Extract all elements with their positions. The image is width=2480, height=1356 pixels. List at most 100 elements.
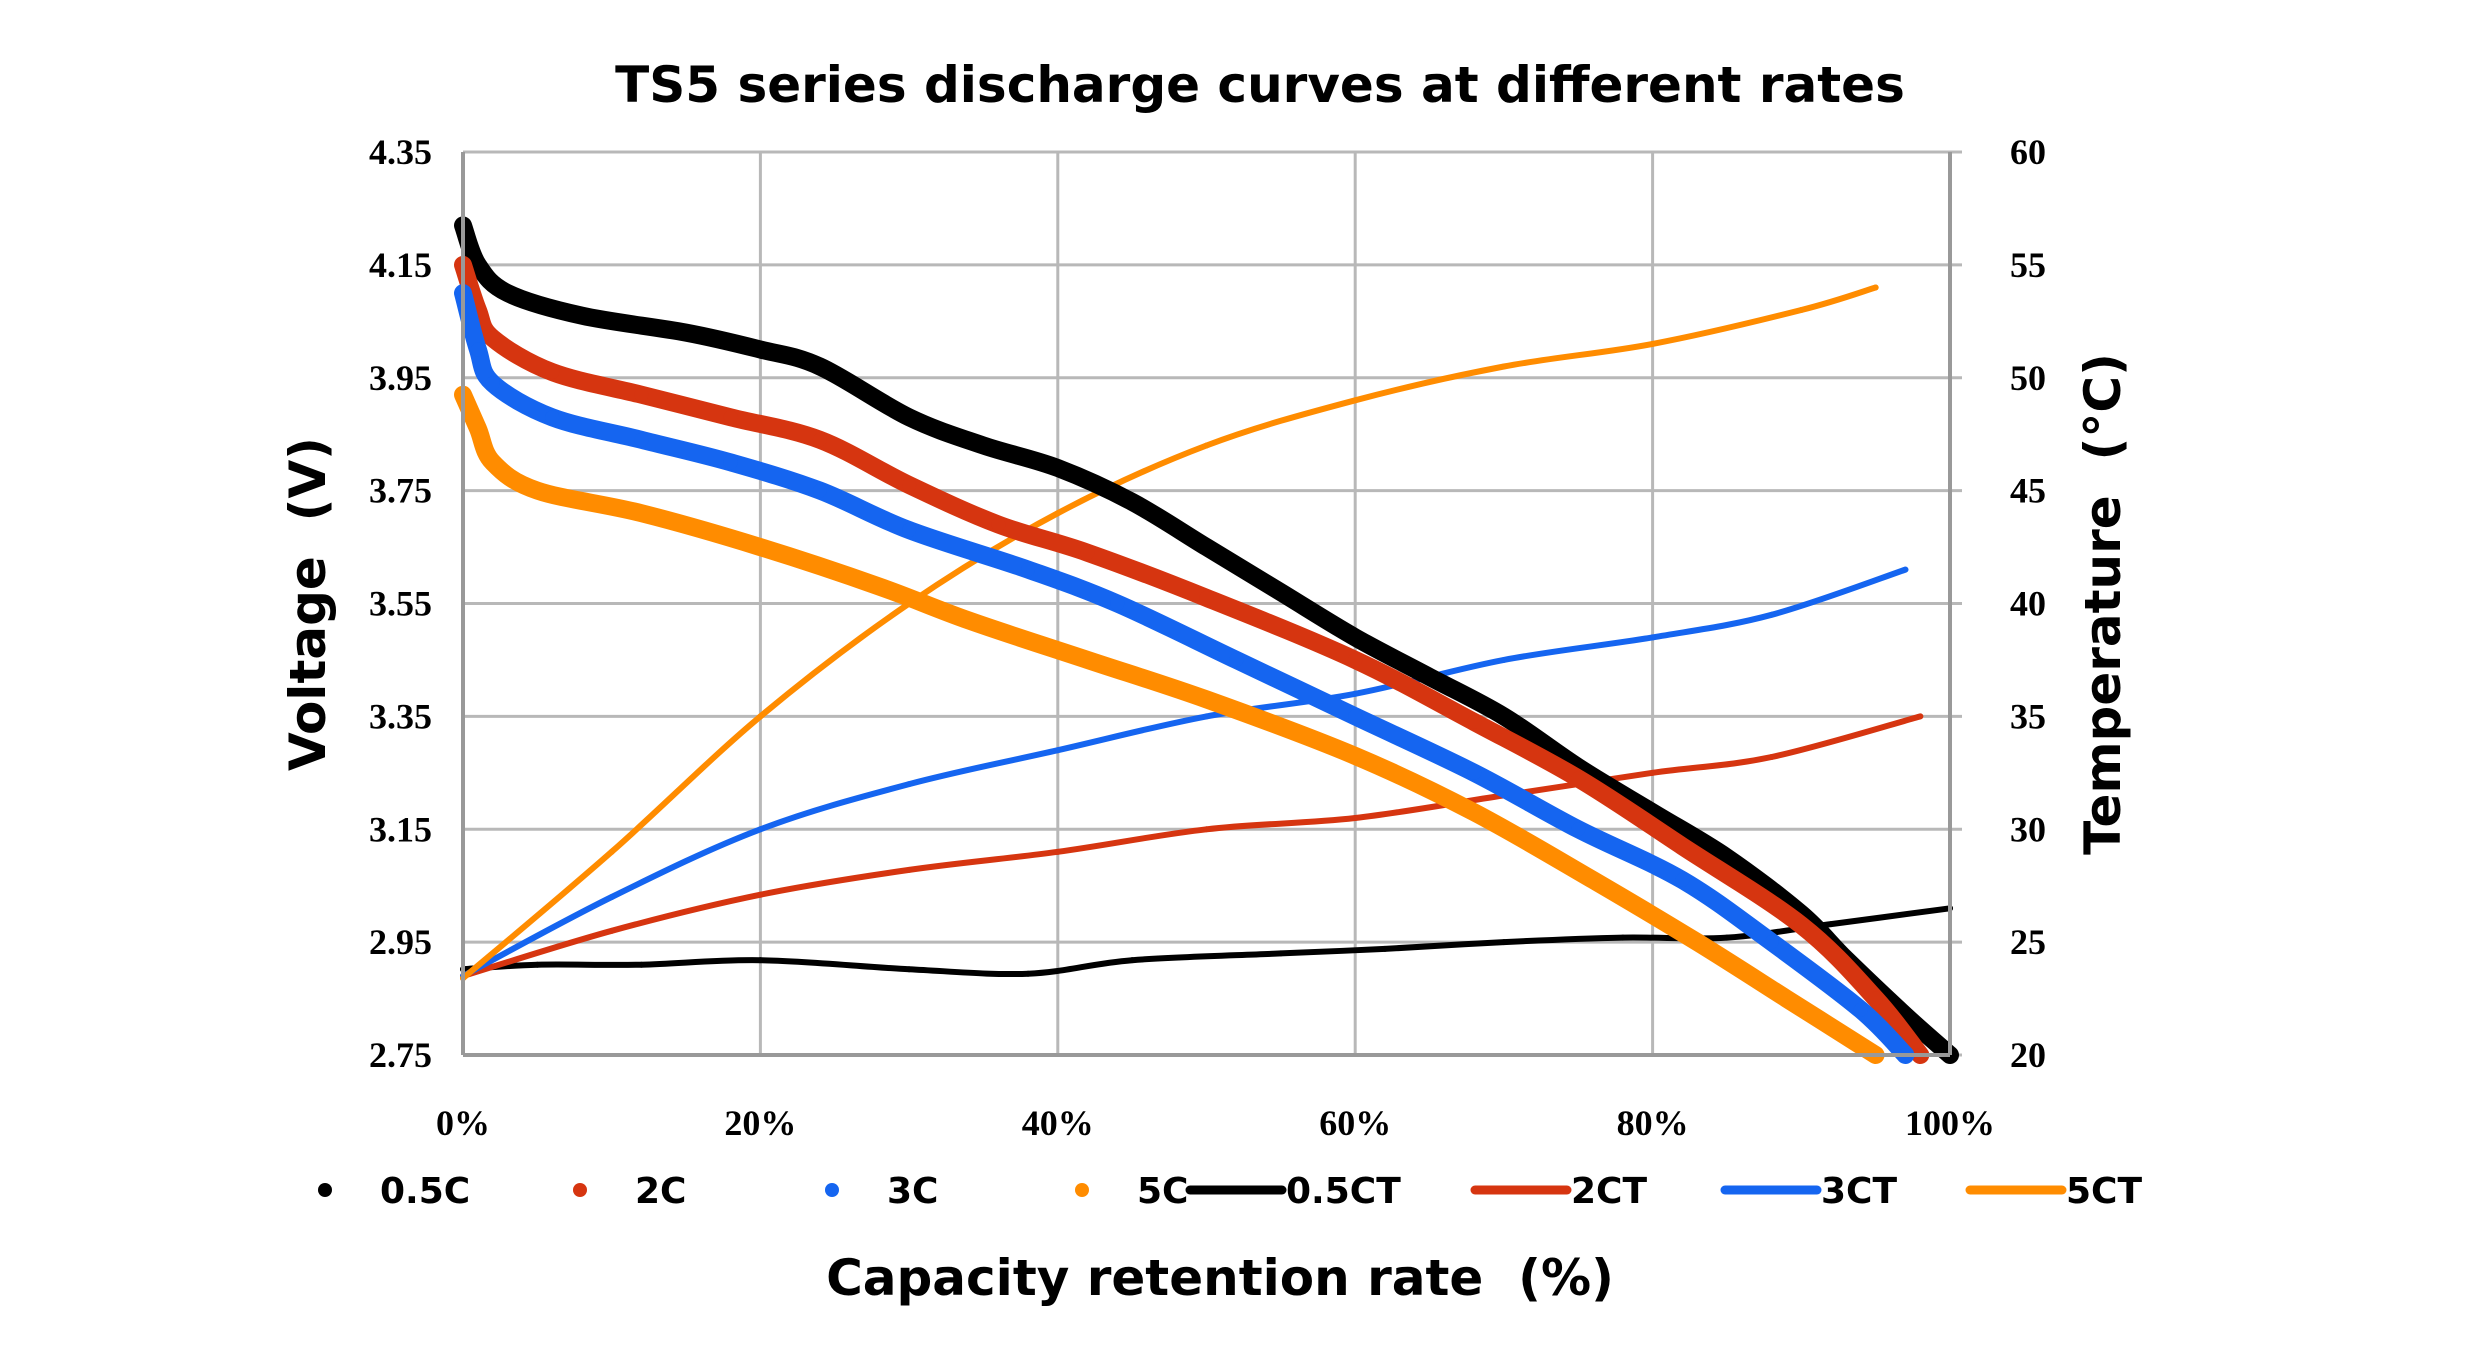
data-point <box>1229 652 1244 667</box>
data-point <box>1779 991 1794 1006</box>
y-tick-label: 4.15 <box>369 245 432 285</box>
data-point <box>1675 873 1690 888</box>
data-point <box>1054 848 1061 855</box>
data-point <box>1690 935 1705 950</box>
data-point <box>679 325 694 340</box>
data-point <box>872 579 887 594</box>
temperature-curve-05CT <box>460 905 1953 978</box>
data-point <box>753 342 768 357</box>
data-point <box>608 893 615 900</box>
legend-item-5C: 5C <box>1075 1171 1188 1212</box>
data-point <box>1828 921 1835 928</box>
data-point <box>1496 709 1511 724</box>
y2-tick-label: 45 <box>2010 471 2046 511</box>
data-point <box>545 410 560 425</box>
data-point <box>1021 562 1036 577</box>
y2-tick-label: 35 <box>2010 696 2046 736</box>
y-tick-label: 3.15 <box>369 809 432 849</box>
data-point <box>608 848 615 855</box>
data-point <box>1054 510 1061 517</box>
data-point <box>906 781 913 788</box>
data-point <box>1768 754 1775 761</box>
data-point <box>902 410 917 425</box>
data-point <box>1723 934 1730 941</box>
legend-item-2CT: 2CT <box>1470 1171 1647 1212</box>
x-tick-label: 100% <box>1905 1103 1995 1143</box>
data-point <box>1500 363 1507 370</box>
data-point <box>470 257 485 272</box>
tick-labels: 4.35 4.15 3.95 3.75 3.55 3.35 3.15 2.95 2.75 60 55… <box>369 132 2046 1143</box>
data-point <box>634 432 649 447</box>
data-point <box>470 421 485 436</box>
y-tick-label: 2.95 <box>369 922 432 962</box>
x-tick-label: 60% <box>1319 1103 1391 1143</box>
legend-item-05CT: 0.5CT <box>1185 1171 1401 1212</box>
data-point <box>1352 814 1359 821</box>
data-point <box>1719 850 1734 865</box>
y2-tick-label: 50 <box>2010 358 2046 398</box>
data-point <box>902 523 917 538</box>
legend-item-2C: 2C <box>573 1171 686 1212</box>
data-point <box>1199 540 1214 555</box>
data-point <box>1619 934 1626 941</box>
data-point <box>1467 805 1482 820</box>
data-point <box>1798 307 1805 314</box>
data-point <box>1199 692 1214 707</box>
legend-marker-dot <box>1075 1183 1089 1197</box>
data-point <box>1794 918 1809 933</box>
data-point <box>1277 950 1284 957</box>
data-point <box>1381 945 1388 952</box>
data-point <box>1902 566 1909 573</box>
y2-tick-label: 30 <box>2010 809 2046 849</box>
data-point <box>991 517 1006 532</box>
data-point <box>638 961 645 968</box>
legend-label: 3CT <box>1821 1171 1897 1212</box>
y2-tick-label: 25 <box>2010 922 2046 962</box>
y-axis-title: Voltage (V) <box>279 437 337 771</box>
data-point <box>1273 585 1288 600</box>
data-point <box>961 613 976 628</box>
legend-marker-dot <box>573 1183 587 1197</box>
data-point <box>1203 713 1210 720</box>
y2-tick-label: 55 <box>2010 245 2046 285</box>
data-point <box>1649 340 1656 347</box>
data-point <box>608 927 615 934</box>
data-point <box>1125 494 1140 509</box>
data-point <box>976 438 991 453</box>
data-point <box>1768 611 1775 618</box>
data-point <box>906 966 913 973</box>
y2-tick-label: 20 <box>2010 1035 2046 1075</box>
data-point <box>1868 991 1883 1006</box>
data-point <box>1054 747 1061 754</box>
legend-marker-dot <box>318 1183 332 1197</box>
data-point <box>1872 284 1879 291</box>
x-tick-label: 80% <box>1617 1103 1689 1143</box>
data-point <box>1500 656 1507 663</box>
data-point <box>1571 822 1586 837</box>
data-point <box>470 342 485 357</box>
series-3C <box>454 284 1915 1064</box>
data-point <box>1500 939 1507 946</box>
y2-tick-label: 60 <box>2010 132 2046 172</box>
data-point <box>1348 748 1363 763</box>
data-point <box>906 866 913 873</box>
data-point <box>534 961 541 968</box>
data-point <box>1649 769 1656 776</box>
data-point <box>530 483 545 498</box>
legend-label: 5CT <box>2066 1171 2142 1212</box>
data-point <box>757 957 764 964</box>
data-point <box>1571 771 1586 786</box>
data-point <box>1352 397 1359 404</box>
legend-label: 0.5C <box>380 1171 470 1212</box>
data-point <box>723 455 738 470</box>
y2-axis-title: Temperature (°C) <box>2074 353 2132 855</box>
axes <box>461 152 1952 1057</box>
data-point <box>1025 970 1032 977</box>
data-point <box>1080 652 1095 667</box>
data-point <box>1348 652 1363 667</box>
data-point <box>485 376 500 391</box>
chart-title: TS5 series discharge curves at different… <box>615 56 1905 114</box>
data-point <box>757 891 764 898</box>
series-5C <box>454 385 1885 1064</box>
data-point <box>574 308 589 323</box>
